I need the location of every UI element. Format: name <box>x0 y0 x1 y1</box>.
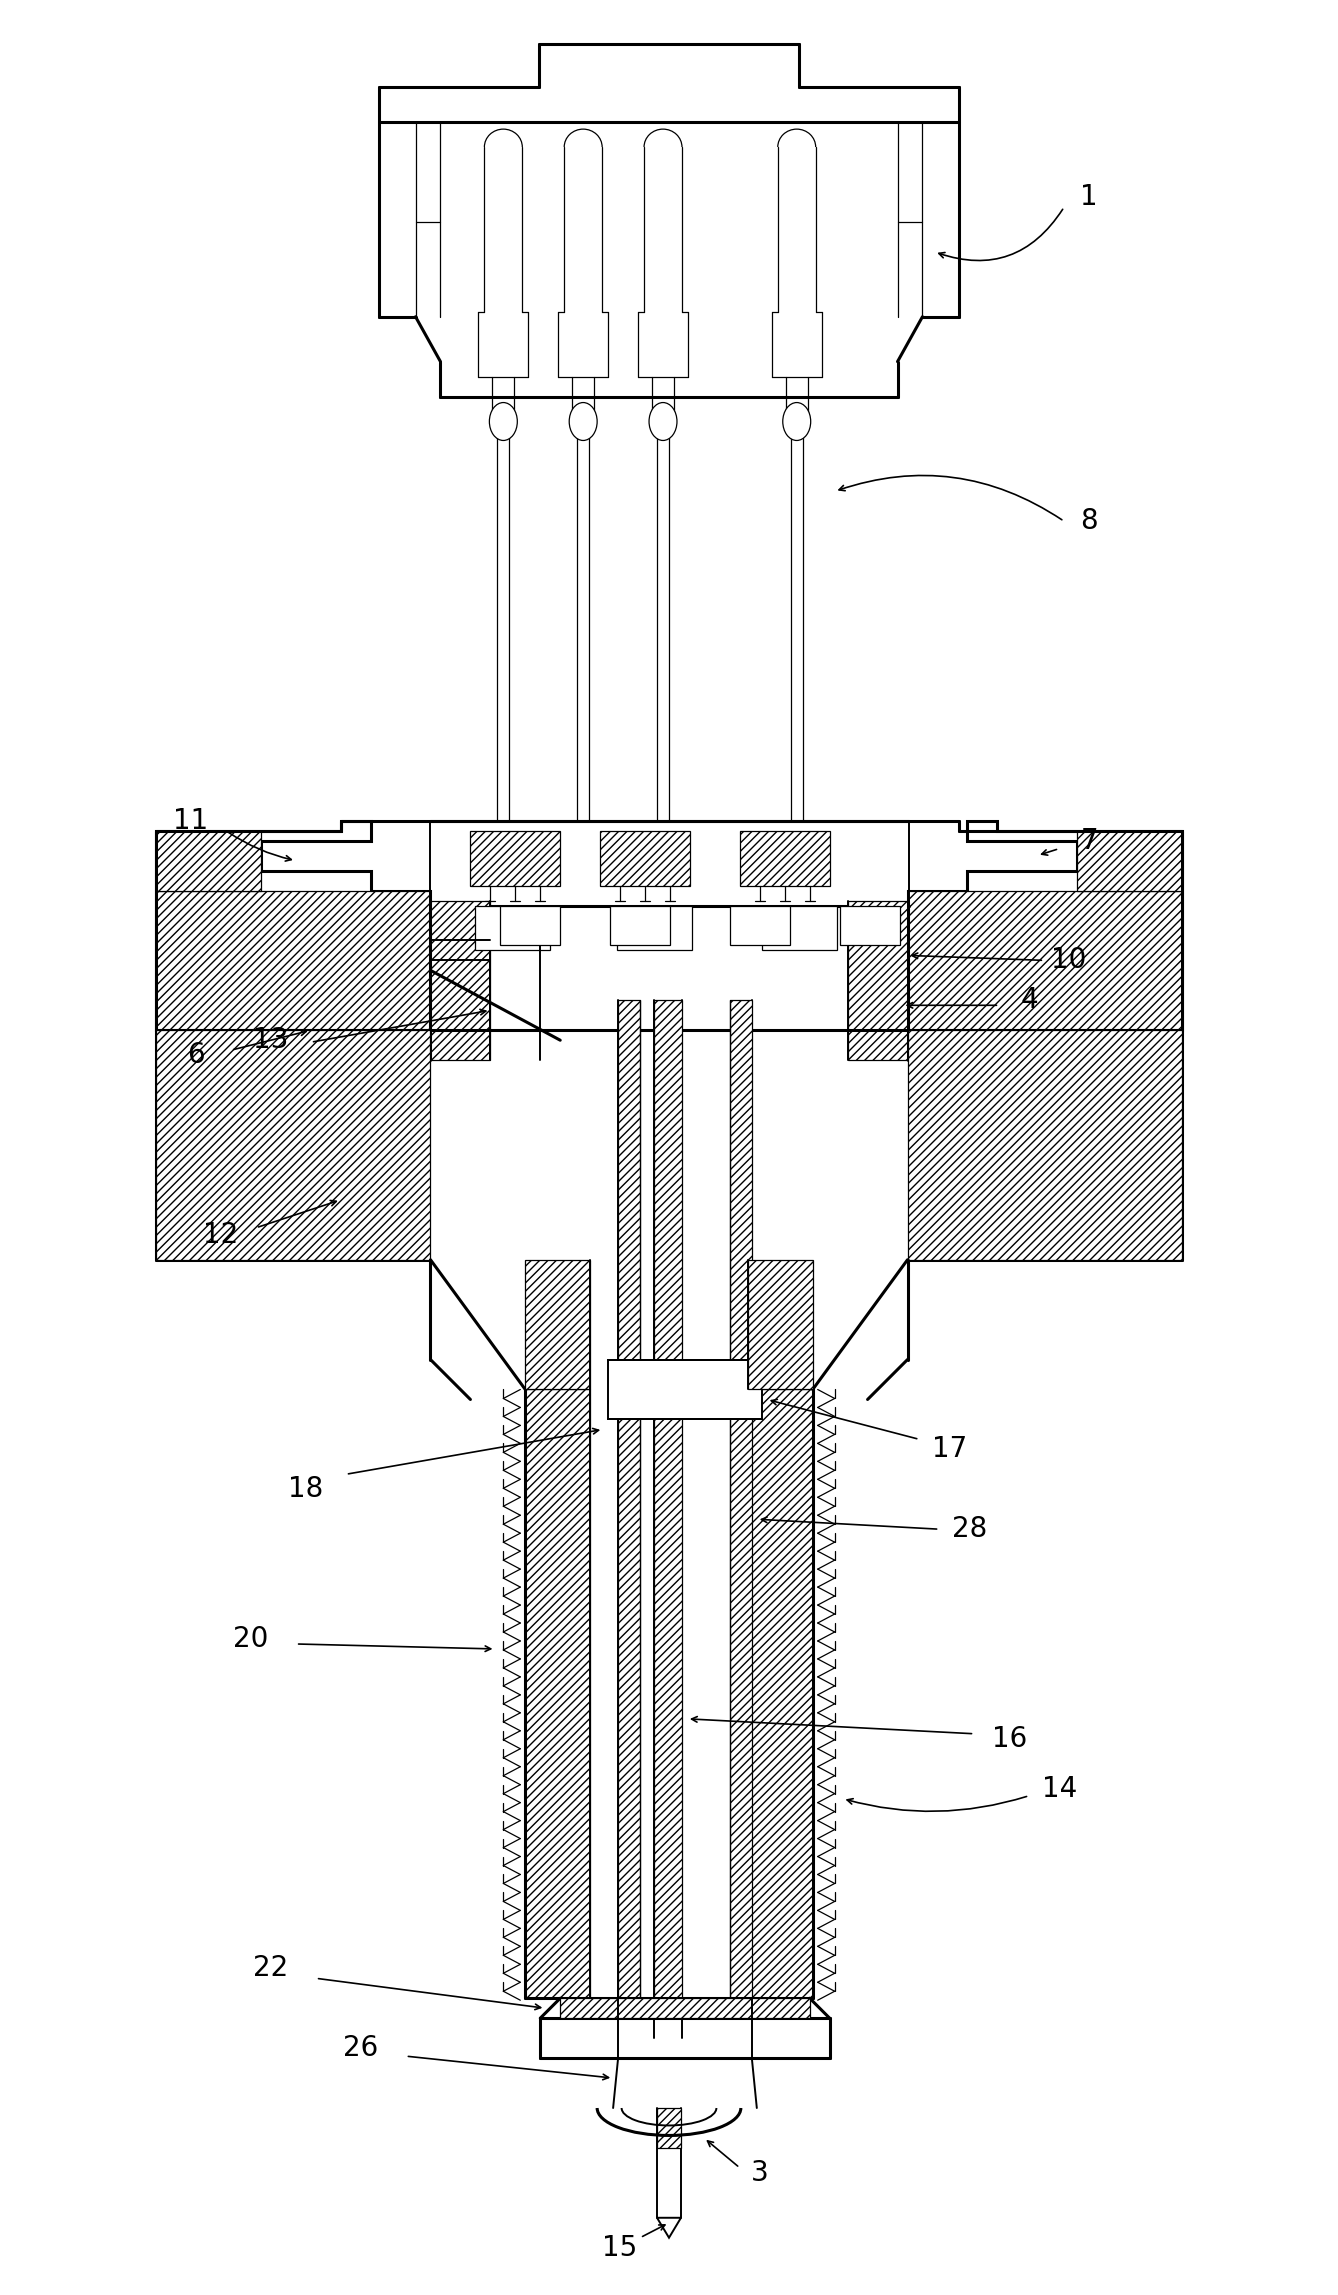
Text: 26: 26 <box>343 2033 379 2063</box>
Text: 3: 3 <box>751 2160 769 2187</box>
Text: 1: 1 <box>1080 184 1098 211</box>
Ellipse shape <box>649 402 677 441</box>
Text: 4: 4 <box>1021 987 1038 1014</box>
Bar <box>157 831 261 890</box>
Text: 13: 13 <box>253 1026 289 1053</box>
Text: 12: 12 <box>203 1221 238 1248</box>
Polygon shape <box>657 2217 681 2238</box>
Ellipse shape <box>783 402 811 441</box>
Text: 8: 8 <box>1080 507 1098 535</box>
Text: 20: 20 <box>233 1625 269 1652</box>
Bar <box>729 1001 752 2017</box>
Bar <box>748 1388 812 1999</box>
Bar <box>431 900 490 1060</box>
Polygon shape <box>157 822 431 1030</box>
Bar <box>654 1001 682 2017</box>
Bar <box>617 907 692 950</box>
Bar <box>618 1001 640 2017</box>
Text: 22: 22 <box>253 1955 289 1983</box>
Bar <box>475 907 550 950</box>
Bar <box>729 907 789 946</box>
Bar <box>1077 831 1181 890</box>
Text: 6: 6 <box>187 1042 205 1069</box>
Polygon shape <box>907 822 1181 1030</box>
Text: 28: 28 <box>951 1515 987 1542</box>
Bar <box>848 900 907 1060</box>
Text: 17: 17 <box>931 1434 967 1464</box>
Bar <box>609 1359 761 1418</box>
Bar <box>526 1260 590 1388</box>
Text: 15: 15 <box>602 2233 638 2261</box>
Ellipse shape <box>490 402 518 441</box>
Text: 16: 16 <box>991 1726 1028 1753</box>
Bar <box>740 831 830 886</box>
Bar <box>526 1388 590 1999</box>
Bar <box>561 1999 809 2017</box>
Text: 14: 14 <box>1041 1774 1077 1802</box>
Bar <box>157 1030 431 1260</box>
Text: 18: 18 <box>288 1476 324 1503</box>
Text: 10: 10 <box>1052 946 1086 975</box>
Text: 7: 7 <box>1080 826 1098 854</box>
Bar <box>657 2109 681 2148</box>
Bar <box>748 1260 812 1388</box>
Bar <box>500 907 561 946</box>
Text: 11: 11 <box>174 806 209 835</box>
Bar <box>157 890 431 1030</box>
Bar <box>601 831 690 886</box>
Bar <box>471 831 561 886</box>
Bar <box>761 907 836 950</box>
Ellipse shape <box>569 402 597 441</box>
Bar <box>907 1030 1181 1260</box>
Bar <box>840 907 899 946</box>
Bar <box>907 890 1181 1030</box>
Bar <box>610 907 670 946</box>
